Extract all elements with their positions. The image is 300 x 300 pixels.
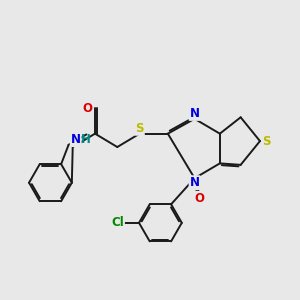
Text: N: N: [190, 107, 200, 120]
Text: O: O: [194, 192, 204, 205]
Text: N: N: [190, 176, 200, 189]
Text: N: N: [71, 133, 81, 146]
Text: S: S: [262, 135, 271, 148]
Text: H: H: [81, 133, 91, 146]
Text: S: S: [135, 122, 144, 135]
Text: O: O: [82, 102, 93, 115]
Text: Cl: Cl: [111, 216, 124, 229]
